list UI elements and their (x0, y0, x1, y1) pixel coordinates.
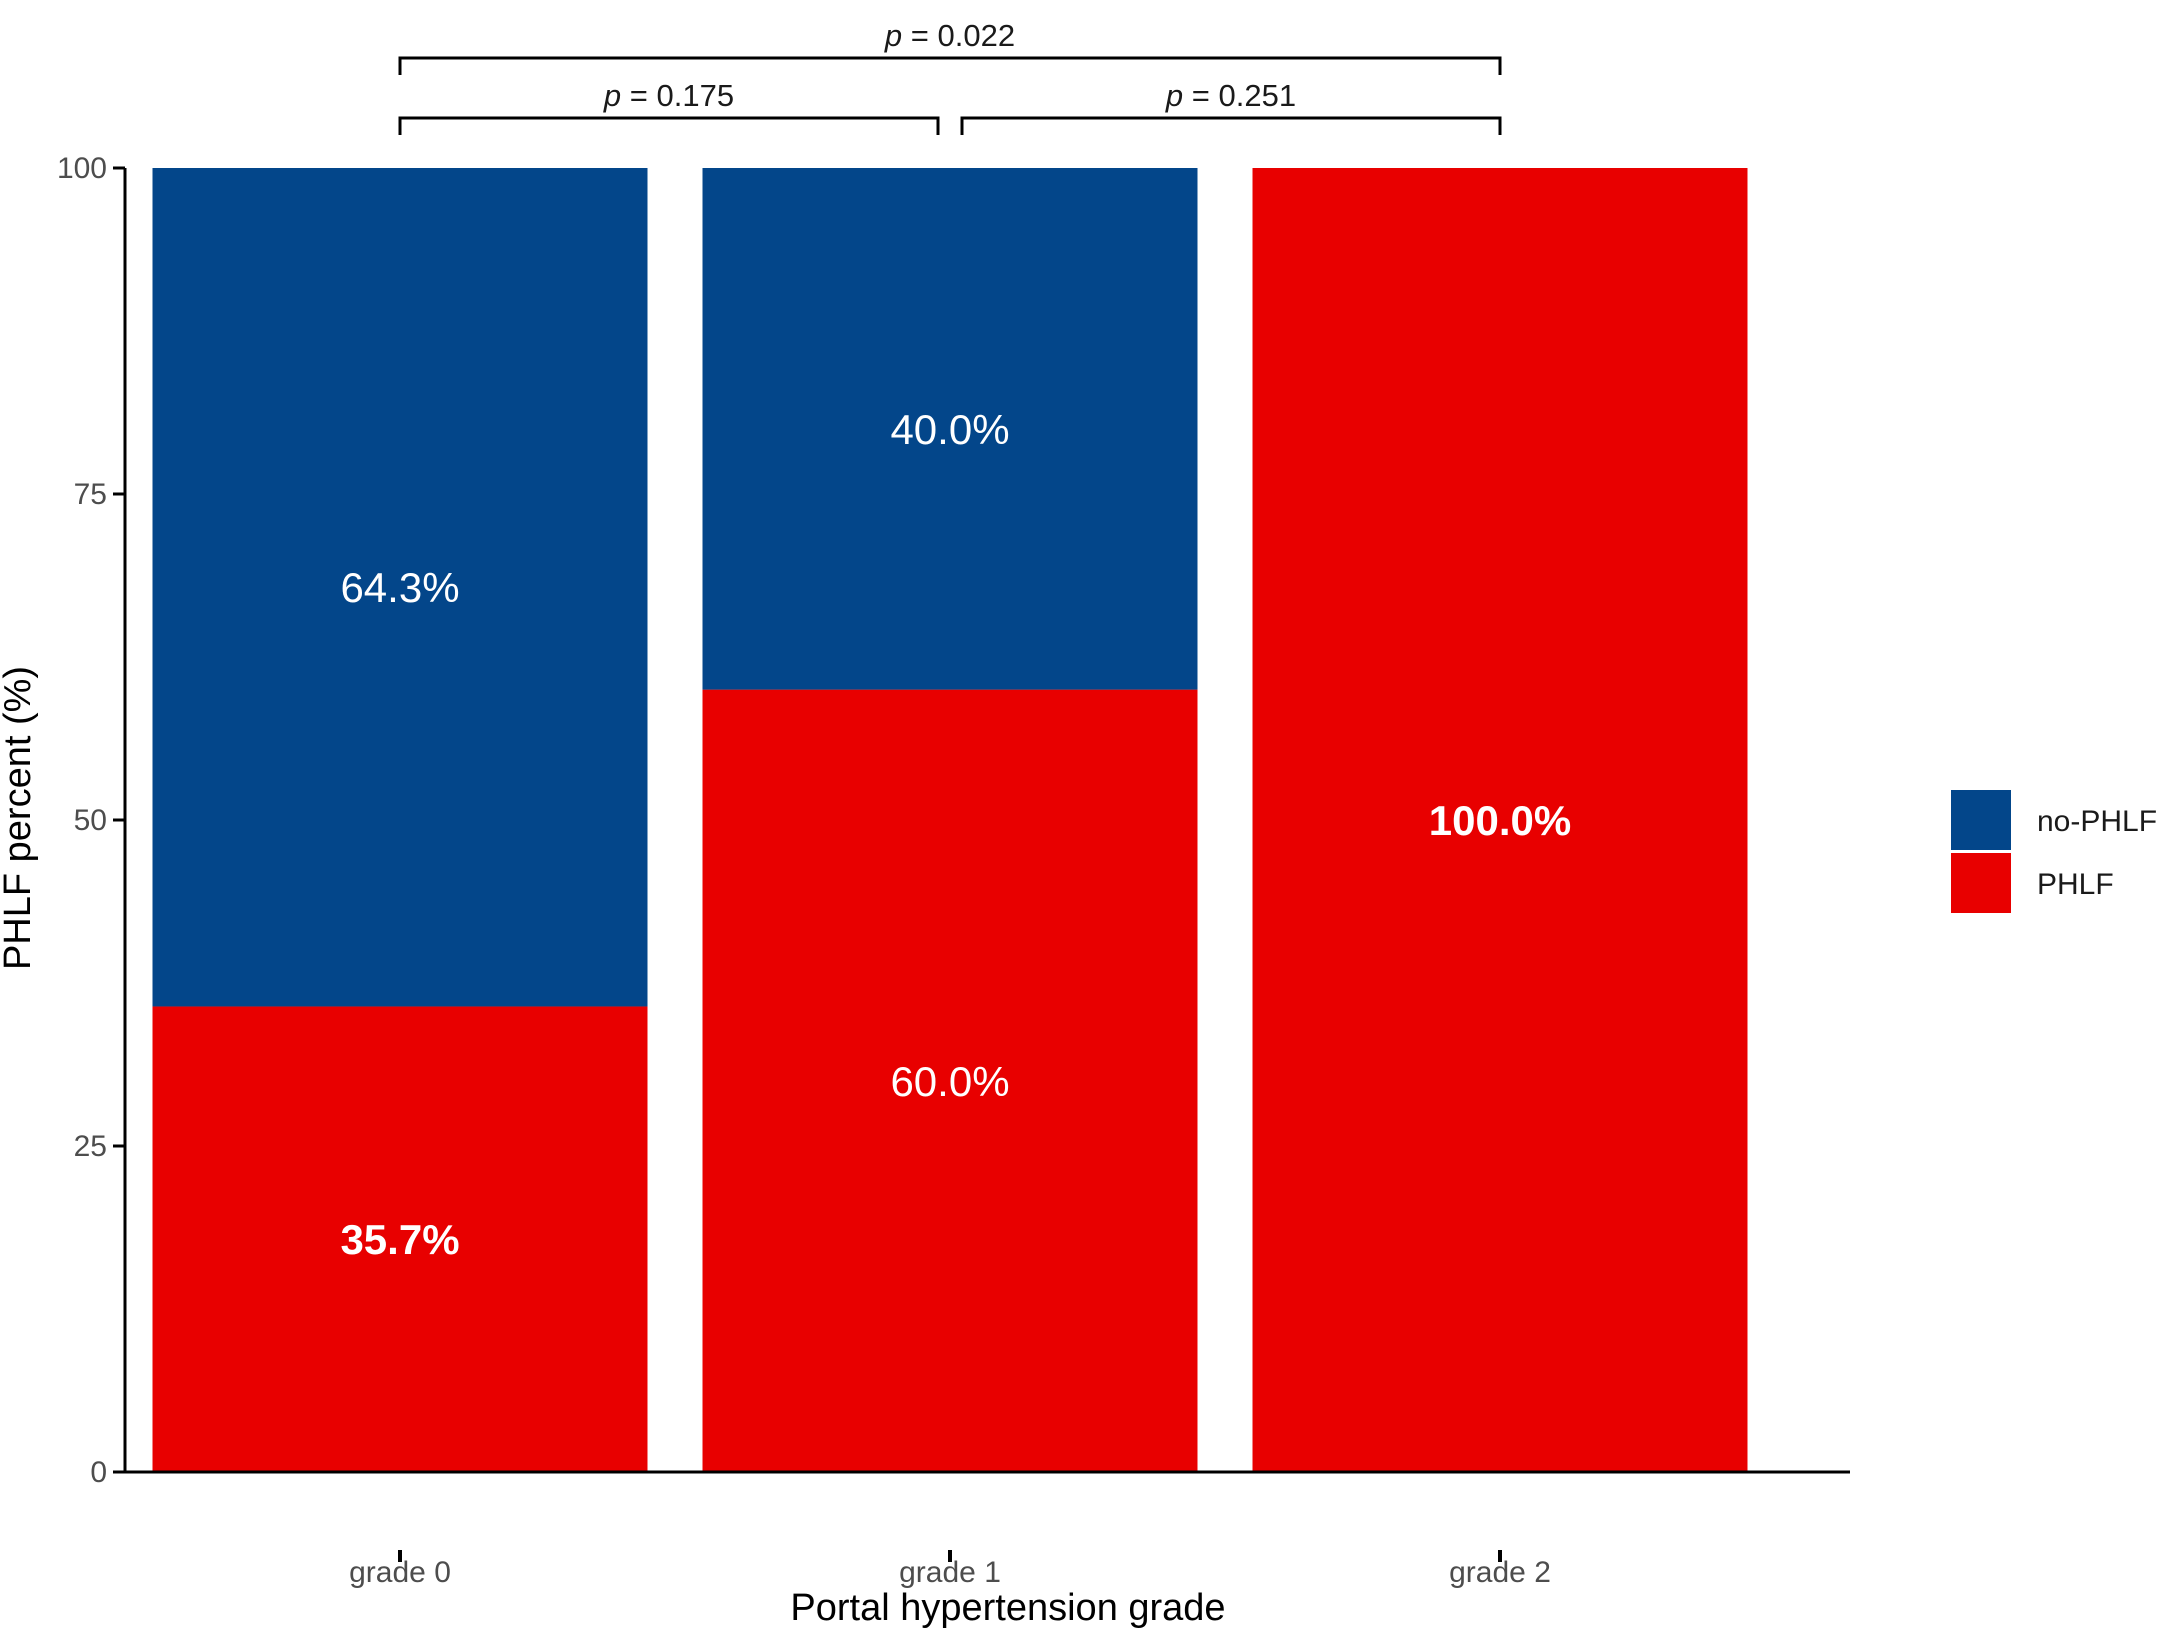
bar-grade-0-phlf (152, 1006, 648, 1472)
p-value-grade-1-vs-grade-2: p = 0.251 (1165, 78, 1296, 113)
legend-swatch-phlf (1951, 853, 2011, 913)
y-tick-label-50: 50 (74, 804, 107, 837)
bar-value-label-grade-1-no-phlf: 40.0% (890, 406, 1009, 453)
bar-grade-1-no-phlf (702, 168, 1198, 690)
x-axis-title: Portal hypertension grade (790, 1587, 1225, 1628)
bracket-grade-1-vs-grade-2 (960, 116, 1502, 135)
p-value-grade-0-vs-grade-1: p = 0.175 (603, 78, 734, 113)
bar-value-label-grade-0-no-phlf: 64.3% (340, 564, 459, 611)
x-tick-label-grade-2: grade 2 (1449, 1556, 1551, 1589)
bar-value-label-grade-0-phlf: 35.7% (340, 1216, 459, 1263)
bracket-grade-0-vs-grade-1 (398, 116, 940, 135)
axes-layer: 0 25 50 75 100 grade 0 grade 1 grade 2 (57, 152, 1850, 1589)
bar-labels-layer: 35.7% 64.3% 60.0% 40.0% 100.0% (340, 406, 1571, 1263)
legend-label-phlf: PHLF (2037, 868, 2114, 901)
bar-grade-1-phlf (702, 689, 1198, 1472)
legend: no-PHLF PHLF (1951, 790, 2157, 913)
bracket-grade-0-vs-grade-2 (398, 56, 1502, 75)
p-value-grade-0-vs-grade-2: p = 0.022 (884, 18, 1015, 53)
bar-grade-2-phlf (1252, 168, 1748, 1472)
y-tick-label-100: 100 (57, 152, 107, 185)
y-tick-label-0: 0 (90, 1456, 107, 1489)
legend-label-no-phlf: no-PHLF (2037, 805, 2157, 838)
y-tick-label-25: 25 (74, 1130, 107, 1163)
bars-layer (152, 168, 1748, 1472)
bar-grade-0-no-phlf (152, 168, 648, 1007)
y-tick-label-75: 75 (74, 478, 107, 511)
x-tick-label-grade-0: grade 0 (349, 1556, 451, 1589)
legend-swatch-no-phlf (1951, 790, 2011, 850)
significance-brackets: p = 0.175 p = 0.251 p = 0.022 (398, 18, 1502, 135)
x-tick-label-grade-1: grade 1 (899, 1556, 1001, 1589)
bar-value-label-grade-1-phlf: 60.0% (890, 1058, 1009, 1105)
bar-value-label-grade-2-phlf: 100.0% (1429, 797, 1571, 844)
y-axis-title: PHLF percent (%) (0, 666, 39, 970)
